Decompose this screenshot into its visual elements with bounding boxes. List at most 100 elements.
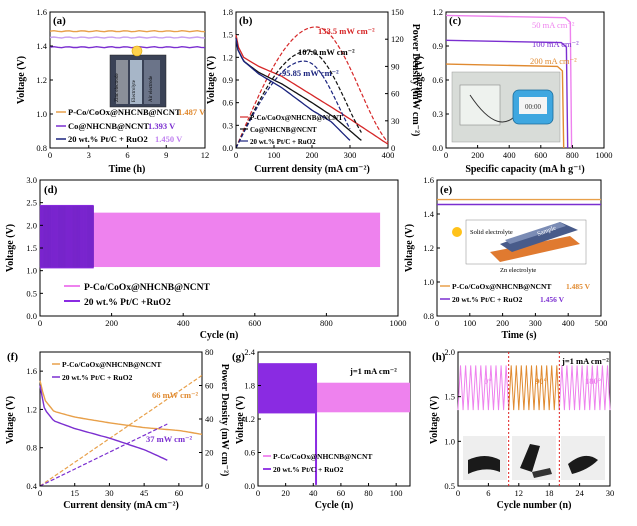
y2-tick-label: 80 (205, 347, 214, 357)
x-tick-label: 15 (70, 488, 79, 498)
voltage-curve (235, 38, 362, 141)
g-legend-2: 20 wt.% Pt/C + RuO2 (273, 465, 344, 474)
e-ylabel: Voltage (V) (404, 224, 415, 272)
y-tick-label: 1.0 (423, 277, 434, 287)
x-tick-label: 20 (281, 488, 290, 498)
x-tick-label: 0 (38, 488, 42, 498)
x-tick-label: 200 (471, 150, 484, 160)
g-note: j=1 mA cm⁻² (349, 366, 397, 376)
y-tick-label: 0.0 (432, 143, 443, 153)
c-ylabel: Voltage (V) (414, 56, 425, 104)
panel-h-label: (h) (432, 351, 446, 363)
x-tick-label: 60 (337, 488, 346, 498)
d-ylabel: Voltage (V) (5, 224, 16, 272)
y-tick-label: 0.0 (244, 481, 255, 491)
a-legend-3-value: 1.450 V (155, 134, 183, 144)
x-tick-label: 12 (201, 150, 210, 160)
b-legend-1: P-Co/CoOx@NHCNB@NCNT (250, 114, 343, 122)
y-tick-label: 1.0 (26, 266, 37, 276)
voltage-curve (235, 38, 351, 141)
panel-c: (c) 50 mA cm⁻² 100 mA cm⁻² 200 mA cm⁻² 0… (414, 7, 613, 175)
y-tick-label: 1.5 (26, 243, 37, 253)
y-tick-label: 0.3 (222, 120, 233, 130)
x-tick-label: 100 (463, 318, 476, 328)
cycling-trace (508, 365, 560, 411)
a-ylabel: Voltage (V) (16, 56, 27, 104)
cycling-band (40, 212, 381, 268)
series-line (49, 29, 206, 33)
f-annot-2: 37 mW cm⁻² (146, 434, 193, 444)
y-tick-label: 1.4 (36, 41, 47, 51)
y-tick-label: 0.0 (26, 311, 37, 321)
e-legend-1: P-Co/CoOx@NHCNB@NCNT (452, 282, 551, 291)
x-tick-label: 9 (164, 150, 168, 160)
cycling-trace (558, 365, 611, 411)
y2-tick-label: 0 (205, 481, 209, 491)
y-tick-label: 1.5 (222, 30, 233, 40)
y2-tick-label: 60 (391, 89, 400, 99)
panel-h-frame (457, 351, 611, 487)
voltage-curve (39, 385, 168, 461)
y-tick-label: 1.2 (244, 414, 255, 424)
inset-label-air: Air electrode (149, 75, 154, 102)
y-tick-label: 2.0 (26, 220, 37, 230)
e-legend-2: 20 wt.% Pt/C + RuO2 (452, 295, 523, 304)
panel-h-photos (463, 436, 605, 480)
x-tick-label: 0 (48, 150, 52, 160)
h-note: j=1 mA cm⁻² (561, 356, 609, 366)
y-tick-label: 1.2 (222, 52, 233, 62)
power-curve (235, 50, 362, 149)
panel-a-inset: Zinc electrode Electrolyte Air electrode (109, 45, 167, 108)
power-curve (235, 26, 389, 149)
x-tick-label: 18 (545, 488, 554, 498)
panel-g: (g) j=1 mA cm⁻² P-Co/CoOx@NHCNB@NCNT 20 … (232, 347, 411, 511)
y2-tick-label: 0 (391, 143, 395, 153)
b-y2label: Power Density (mW cm⁻²) (410, 24, 421, 137)
cycling-trace (457, 365, 510, 411)
x-tick-label: 0 (444, 150, 448, 160)
discharge-curve (445, 14, 573, 149)
h-xlabel: Cycle number (n) (497, 500, 572, 511)
voltage-curve (39, 380, 203, 435)
d-legend-2: 20 wt.% Pt/C +RuO2 (84, 298, 171, 308)
x-tick-label: 600 (534, 150, 547, 160)
x-tick-label: 6 (486, 488, 490, 498)
y2-tick-label: 60 (205, 381, 214, 391)
y2-tick-label: 20 (205, 448, 214, 458)
b-annot-2: 107.0 mW cm⁻² (298, 47, 355, 57)
b-annot-1: 133.5 mW cm⁻² (318, 26, 375, 36)
a-legend-2-value: 1.393 V (148, 121, 176, 131)
x-tick-label: 80 (364, 488, 373, 498)
y-tick-label: 0.4 (26, 481, 37, 491)
panel-d-label: (d) (44, 184, 58, 196)
panel-e-label: (e) (440, 184, 453, 196)
y-tick-label: 1.2 (36, 75, 47, 85)
panel-c-label: (c) (449, 15, 462, 27)
y2-tick-label: 30 (391, 116, 400, 126)
panel-h: (h) j=1 mA cm⁻² 0° 90° 180° Cycle number… (429, 347, 614, 511)
y-tick-label: 0.8 (36, 143, 47, 153)
g-ylabel: Voltage (V) (235, 396, 246, 444)
x-tick-label: 3 (87, 150, 91, 160)
x-tick-label: 500 (595, 318, 608, 328)
panel-a-label: (a) (53, 15, 66, 27)
y-tick-label: 0.9 (222, 75, 233, 85)
g-legend-1: P-Co/CoOx@NHCNB@NCNT (273, 452, 372, 461)
y-tick-label: 2.0 (444, 347, 455, 357)
x-tick-label: 0 (456, 488, 460, 498)
x-tick-label: 800 (566, 150, 579, 160)
panel-e-inset: Solid electrolyte Sample Zn electrolyte (452, 219, 587, 274)
x-tick-label: 60 (175, 488, 184, 498)
f-legend-1: P-Co/CoOx@NHCNB@NCNT (62, 360, 161, 369)
x-tick-label: 0 (38, 318, 42, 328)
a-legend-3: 20 wt.% Pt/C + RuO2 (68, 134, 148, 144)
f-xlabel: Current density (mA cm⁻²) (63, 500, 179, 511)
series-line (49, 36, 206, 39)
h-ylabel: Voltage (V) (429, 396, 440, 444)
y-tick-label: 0.9 (432, 41, 443, 51)
d-legend-1: P-Co/CoOx@NHCNB@NCNT (84, 283, 211, 293)
y-tick-label: 1.6 (36, 7, 47, 17)
c-label-100: 100 mA cm⁻² (532, 39, 579, 49)
y-tick-label: 1.4 (423, 209, 434, 219)
